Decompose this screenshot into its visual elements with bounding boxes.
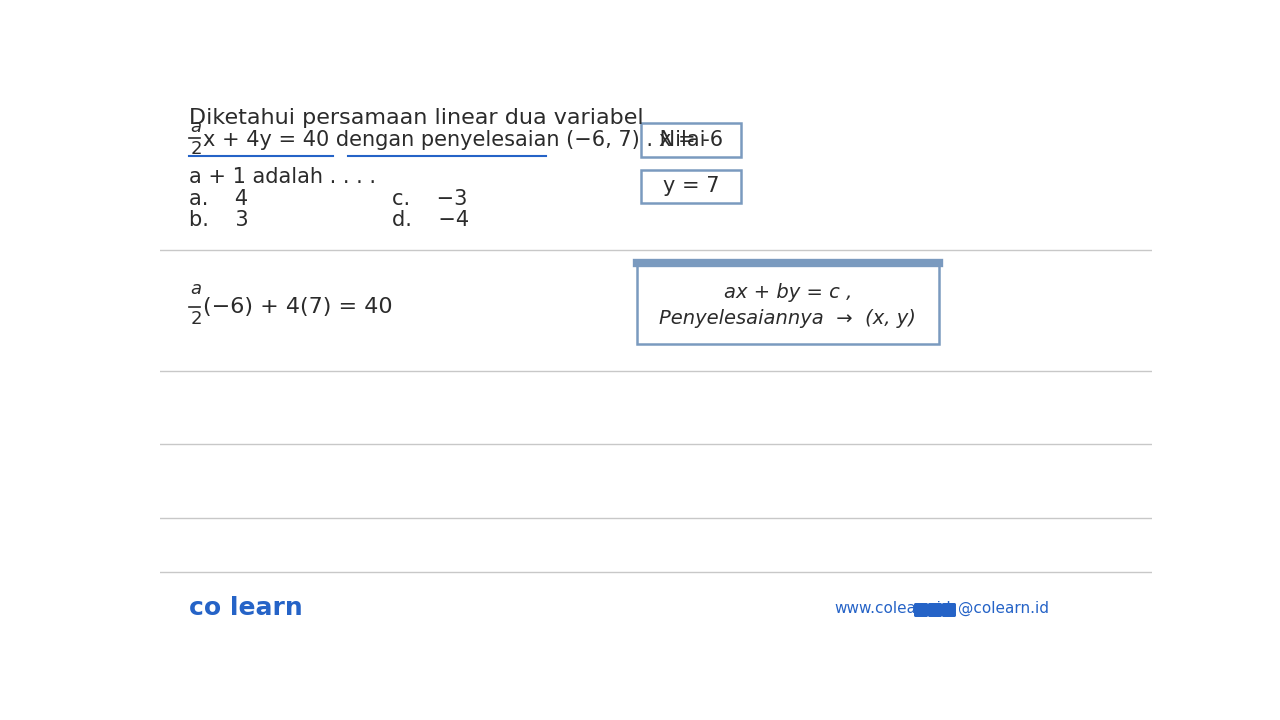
FancyBboxPatch shape — [640, 123, 741, 157]
Text: d.    −4: d. −4 — [393, 210, 470, 230]
Text: a + 1 adalah . . . .: a + 1 adalah . . . . — [189, 167, 376, 187]
FancyBboxPatch shape — [943, 604, 955, 616]
FancyBboxPatch shape — [929, 604, 941, 616]
FancyBboxPatch shape — [636, 264, 938, 344]
Text: Penyelesaiannya  →  (x, y): Penyelesaiannya → (x, y) — [659, 310, 916, 328]
Text: a: a — [191, 280, 201, 298]
Text: y = 7: y = 7 — [663, 176, 719, 197]
Text: x + 4y = 40 dengan penyelesaian (−6, 7) . Nilai: x + 4y = 40 dengan penyelesaian (−6, 7) … — [202, 130, 705, 150]
FancyBboxPatch shape — [640, 169, 741, 204]
FancyBboxPatch shape — [915, 604, 927, 616]
Text: 2: 2 — [191, 140, 202, 158]
Text: ax + by = c ,: ax + by = c , — [723, 283, 852, 302]
Text: a.    4: a. 4 — [189, 189, 248, 209]
Text: c.    −3: c. −3 — [393, 189, 468, 209]
Text: a: a — [191, 117, 201, 135]
Text: www.colearn.id: www.colearn.id — [835, 601, 951, 616]
Text: 2: 2 — [191, 310, 202, 328]
Text: @colearn.id: @colearn.id — [959, 601, 1050, 616]
Text: Diketahui persamaan linear dua variabel: Diketahui persamaan linear dua variabel — [189, 108, 644, 128]
Text: x = -6: x = -6 — [659, 130, 723, 150]
Text: co learn: co learn — [189, 596, 303, 621]
Text: b.    3: b. 3 — [189, 210, 250, 230]
Text: (−6) + 4(7) = 40: (−6) + 4(7) = 40 — [202, 297, 392, 317]
